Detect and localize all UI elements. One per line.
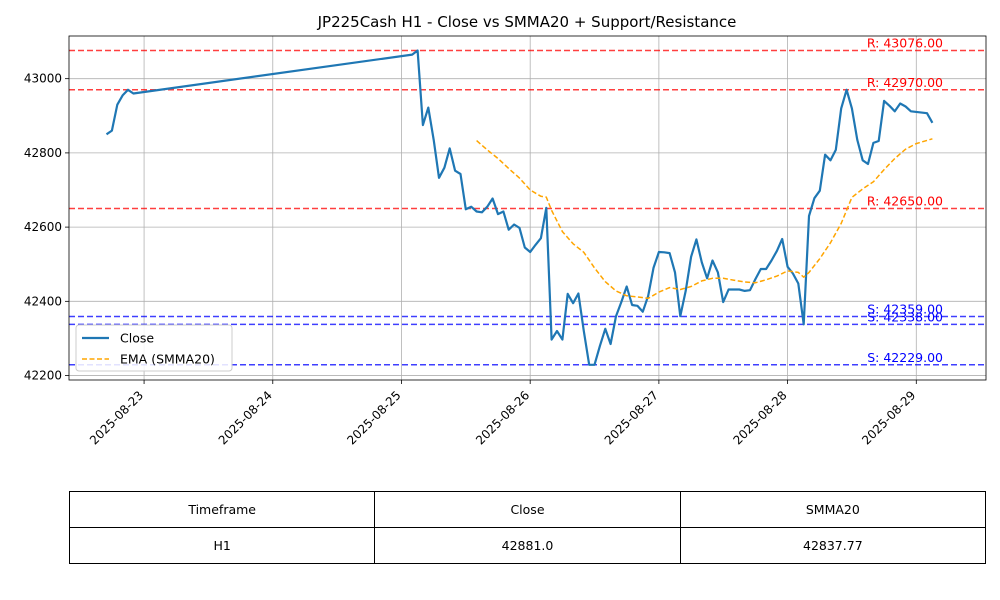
support-level-label: S: 42338.00 bbox=[867, 309, 943, 324]
resistance-level-label: R: 42650.00 bbox=[867, 194, 943, 209]
x-tick-label: 2025-08-24 bbox=[216, 388, 275, 447]
resistance-level-label: R: 42970.00 bbox=[867, 75, 943, 90]
close-series-line bbox=[105, 49, 934, 366]
table-header-row: Timeframe Close SMMA20 bbox=[68, 491, 987, 528]
plot-frame bbox=[68, 35, 987, 381]
legend-label: EMA (SMMA20) bbox=[120, 352, 215, 367]
support-resistance-levels: R: 43076.00 R: 42970.00 R: 42650.00 S: 4235… bbox=[69, 35, 986, 366]
y-tick-label: 43000 bbox=[24, 72, 62, 86]
table-cell: 42881.0 bbox=[374, 527, 681, 564]
axes: 42200 42400 42600 42800 43000 2025-08-23 2025-… bbox=[24, 35, 987, 447]
support-level-label: S: 42229.00 bbox=[867, 350, 943, 365]
y-tick-label: 42600 bbox=[24, 220, 62, 234]
x-tick-label: 2025-08-26 bbox=[473, 388, 532, 447]
table-row: H1 42881.0 42837.77 bbox=[68, 527, 987, 564]
legend: Close EMA (SMMA20) bbox=[75, 324, 233, 372]
table-header-cell: Timeframe bbox=[68, 491, 376, 528]
support-level-label: S: 42359.00 bbox=[867, 302, 943, 317]
summary-table: Timeframe Close SMMA20 H1 42881.0 42837.… bbox=[68, 491, 987, 564]
y-tick-label: 42800 bbox=[24, 146, 62, 160]
smma-series-line bbox=[476, 138, 933, 300]
table-cell: 42837.77 bbox=[679, 527, 987, 564]
x-tick-label: 2025-08-28 bbox=[730, 388, 789, 447]
legend-box bbox=[75, 324, 233, 372]
x-tick-label: 2025-08-29 bbox=[859, 388, 918, 447]
resistance-level-label: R: 43076.00 bbox=[867, 35, 943, 50]
x-tick-label: 2025-08-27 bbox=[602, 388, 661, 447]
series-lines bbox=[105, 49, 934, 366]
y-tick-label: 42400 bbox=[24, 294, 62, 308]
x-tick-label: 2025-08-23 bbox=[87, 388, 146, 447]
table-header-cell: SMMA20 bbox=[679, 491, 987, 528]
chart-title: JP225Cash H1 - Close vs SMMA20 + Support… bbox=[317, 13, 737, 31]
x-tick-label: 2025-08-25 bbox=[344, 388, 403, 447]
y-tick-label: 42200 bbox=[24, 369, 62, 383]
table-header-cell: Close bbox=[374, 491, 681, 528]
table-cell: H1 bbox=[68, 527, 376, 564]
legend-label: Close bbox=[120, 331, 154, 346]
